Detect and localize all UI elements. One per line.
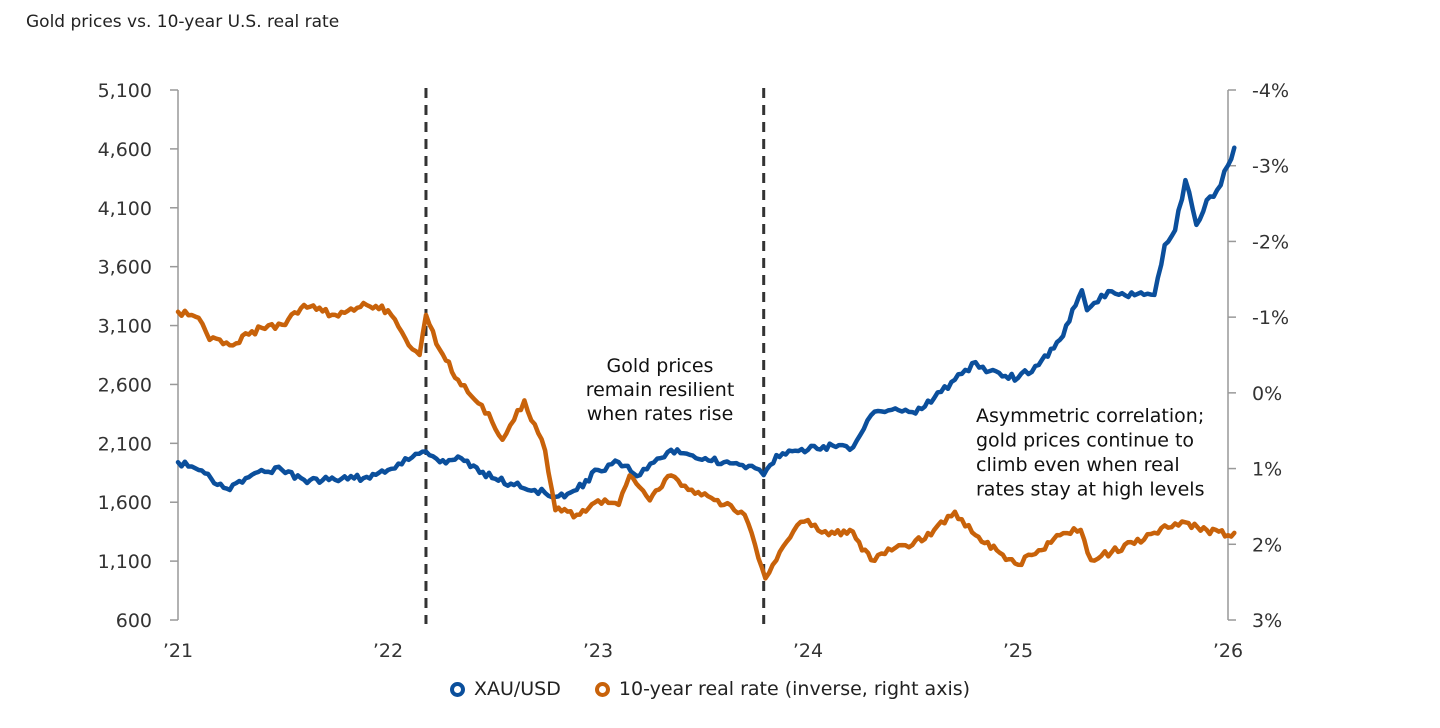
left-tick-label: 600	[116, 610, 152, 632]
annotation-asymmetric-line: climb even when real	[976, 454, 1180, 476]
left-tick-label: 1,100	[98, 551, 152, 573]
left-tick-label: 5,100	[98, 80, 152, 102]
right-tick-label: -3%	[1252, 156, 1289, 178]
left-tick-label: 4,100	[98, 198, 152, 220]
legend-label-xau: XAU/USD	[473, 678, 561, 700]
right-tick-label: -4%	[1252, 80, 1289, 102]
legend-item-real-rate: 10-year real rate (inverse, right axis)	[594, 678, 971, 700]
x-tick-label: ’26	[1213, 640, 1243, 662]
right-tick-label: -2%	[1252, 231, 1289, 253]
right-tick-label: 1%	[1252, 459, 1282, 481]
chart-title: Gold prices vs. 10-year U.S. real rate	[26, 12, 340, 32]
annotation-asymmetric-line: rates stay at high levels	[976, 479, 1204, 501]
legend-label-real-rate: 10-year real rate (inverse, right axis)	[618, 678, 971, 700]
left-tick-label: 1,600	[98, 492, 152, 514]
x-tick-label: ’23	[583, 640, 613, 662]
annotation-resilient-line: remain resilient	[586, 379, 735, 401]
right-tick-label: -1%	[1252, 307, 1289, 329]
right-tick-label: 3%	[1252, 610, 1282, 632]
left-tick-label: 3,100	[98, 316, 152, 338]
left-tick-label: 3,600	[98, 257, 152, 279]
left-tick-label: 2,600	[98, 374, 152, 396]
right-tick-label: 2%	[1252, 534, 1282, 556]
x-tick-label: ’24	[793, 640, 823, 662]
annotation-resilient-line: Gold prices	[607, 355, 714, 377]
x-tick-label: ’21	[163, 640, 193, 662]
legend: XAU/USD 10-year real rate (inverse, righ…	[0, 678, 1420, 702]
annotation-asymmetric-line: Asymmetric correlation;	[976, 405, 1204, 427]
left-tick-label: 2,100	[98, 433, 152, 455]
legend-marker-xau-icon	[449, 681, 465, 697]
series-line-xau-usd	[175, 145, 1237, 500]
x-tick-label: ’25	[1003, 640, 1033, 662]
left-tick-label: 4,600	[98, 139, 152, 161]
legend-marker-real-rate-icon	[594, 681, 610, 697]
right-tick-label: 0%	[1252, 383, 1282, 405]
annotation-asymmetric-line: gold prices continue to	[976, 430, 1194, 452]
x-tick-label: ’22	[373, 640, 403, 662]
legend-item-xau: XAU/USD	[449, 678, 561, 700]
series-line-real-rate	[175, 300, 1237, 581]
annotation-resilient-line: when rates rise	[587, 403, 734, 425]
